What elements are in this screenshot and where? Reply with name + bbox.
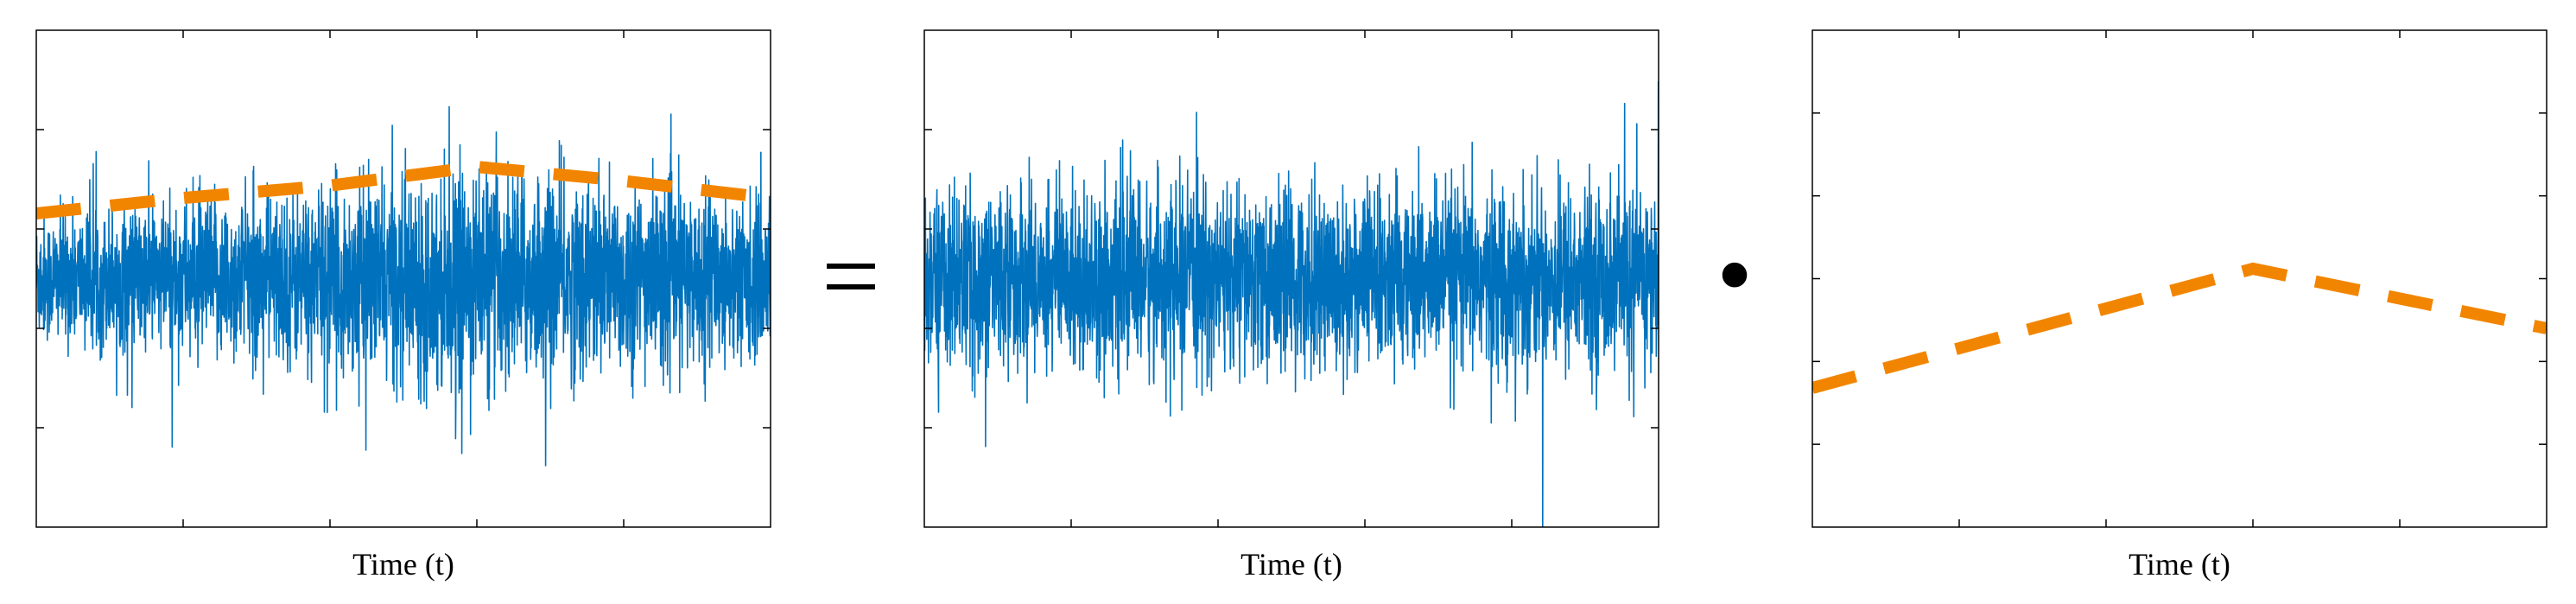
panel-stationary-noise: Time (t) — [923, 29, 1659, 582]
panel-observed-signal: Time (t) — [35, 29, 771, 582]
envelope-dashed-line — [36, 161, 771, 219]
x-axis-label: Time (t) — [2129, 547, 2230, 582]
equals-operator: = — [822, 219, 880, 334]
noise-signal-line — [924, 80, 1659, 527]
envelope-dashed-line — [1812, 262, 2547, 394]
plot-area — [1812, 30, 2547, 527]
axes-frame — [35, 29, 771, 528]
x-axis-label: Time (t) — [1240, 547, 1342, 582]
multiply-operator: • — [1716, 217, 1753, 332]
x-axis-label: Time (t) — [352, 547, 454, 582]
axes-frame — [923, 29, 1659, 528]
panel-envelope: Time (t) — [1811, 29, 2547, 582]
noise-signal-line — [36, 105, 771, 467]
